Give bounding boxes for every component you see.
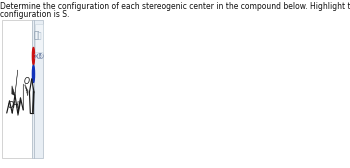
- FancyBboxPatch shape: [35, 24, 43, 52]
- FancyBboxPatch shape: [33, 20, 43, 158]
- Circle shape: [33, 48, 35, 65]
- Text: ↻: ↻: [37, 52, 44, 61]
- Text: configuration is S.: configuration is S.: [0, 10, 70, 19]
- Text: ×: ×: [33, 52, 40, 61]
- Text: ↺: ↺: [35, 52, 42, 61]
- Circle shape: [33, 66, 35, 82]
- Text: O: O: [24, 77, 30, 87]
- FancyBboxPatch shape: [2, 20, 32, 158]
- Text: ⛓: ⛓: [34, 32, 39, 40]
- Text: ⛓: ⛓: [37, 32, 42, 40]
- Text: Determine the configuration of each stereogenic center in the compound below. Hi: Determine the configuration of each ster…: [0, 2, 350, 11]
- Text: OH: OH: [8, 101, 20, 110]
- Polygon shape: [15, 70, 18, 95]
